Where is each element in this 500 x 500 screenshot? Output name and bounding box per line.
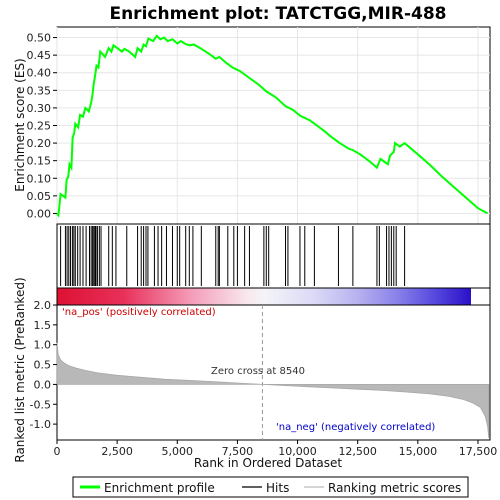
rank-y-tick-label: 0.5 <box>34 359 52 372</box>
es-y-tick-label: 0.15 <box>27 155 52 168</box>
hits-panel-frame <box>56 223 491 289</box>
rank-y-tick-label: 1.5 <box>34 319 52 332</box>
rank-y-tick-label: -0.5 <box>30 398 51 411</box>
x-tick-label: 17,500 <box>459 445 498 458</box>
es-y-axis-label: Enrichment score (ES) <box>13 58 27 191</box>
x-axis-label: Rank in Ordered Dataset <box>194 456 342 470</box>
x-tick-label: 5,000 <box>162 445 194 458</box>
legend-hits-label: Hits <box>266 481 289 495</box>
legend-box <box>72 476 469 498</box>
rank-y-tick-label: -1.0 <box>30 418 51 431</box>
es-y-tick-label: 0.20 <box>27 137 52 150</box>
legend-enrichment-label: Enrichment profile <box>104 481 215 495</box>
es-y-tick-label: 0.30 <box>27 102 52 115</box>
rank-y-axis-ticks: -1.0 -0.5 0.0 0.5 1.0 1.5 2.0 <box>30 299 57 431</box>
es-gridlines <box>56 27 490 224</box>
es-y-tick-label: 0.35 <box>27 84 52 97</box>
x-tick-label: 7,500 <box>222 445 254 458</box>
hits-layer <box>60 226 406 286</box>
rank-metric-layer <box>56 305 490 440</box>
es-y-tick-label: 0.10 <box>27 172 52 185</box>
rank-y-tick-label: 2.0 <box>34 299 52 312</box>
neg-correlated-label: 'na_neg' (negatively correlated) <box>276 422 435 433</box>
es-y-tick-label: 0.45 <box>27 49 52 62</box>
x-tick-label: 15,000 <box>399 445 438 458</box>
legend-metric-label: Ranking metric scores <box>328 481 461 495</box>
rank-y-tick-label: 1.0 <box>34 339 52 352</box>
rank-panel-frame <box>56 304 491 441</box>
pos-correlated-label: 'na_pos' (positively correlated) <box>62 307 216 318</box>
rank-y-axis-label: Ranked list metric (PreRanked) <box>13 277 27 462</box>
es-line-layer <box>56 34 489 218</box>
rank-color-bar <box>57 288 471 305</box>
rank-x-axis-ticks: 0 2,500 5,000 7,500 10,000 12,500 15,000 17,500 <box>54 440 498 458</box>
rank-y-tick-label: 0.0 <box>34 378 52 391</box>
x-tick-label: 0 <box>54 445 61 458</box>
ranking-metric-area <box>56 342 490 439</box>
zero-cross-label: Zero cross at 8540 <box>211 366 305 377</box>
es-y-tick-label: 0.05 <box>27 190 52 203</box>
x-tick-label: 10,000 <box>278 445 317 458</box>
es-y-tick-label: 0.50 <box>27 32 52 45</box>
chart-title: Enrichment plot: TATCTGG,MIR-488 <box>109 4 446 24</box>
es-y-tick-label: 0.00 <box>27 207 52 220</box>
x-tick-label: 12,500 <box>338 445 377 458</box>
x-tick-label: 2,500 <box>101 445 133 458</box>
es-y-axis-ticks: 0.00 0.05 0.10 0.15 0.20 0.25 0.30 0.35 0.40 0.45… <box>27 32 57 220</box>
es-y-tick-label: 0.40 <box>27 67 52 80</box>
es-y-tick-label: 0.25 <box>27 120 52 133</box>
es-curve <box>56 34 489 218</box>
